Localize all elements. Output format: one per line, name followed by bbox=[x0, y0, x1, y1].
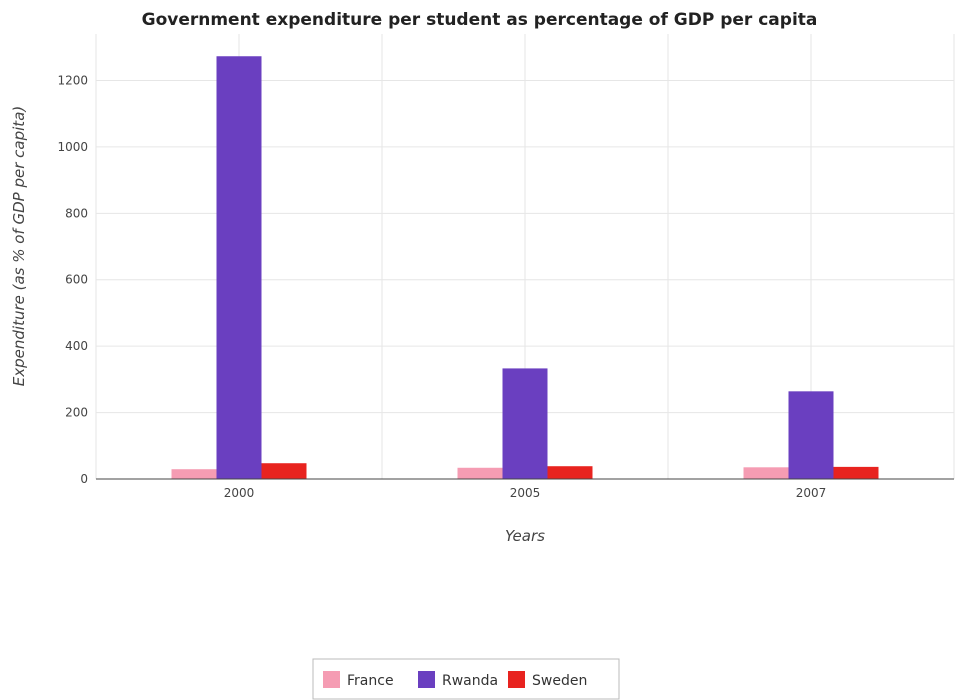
x-tick-label: 2005 bbox=[510, 486, 541, 500]
legend-label-france: France bbox=[347, 673, 394, 689]
x-axis-label: Years bbox=[505, 527, 545, 545]
bar-rwanda-2007 bbox=[788, 391, 834, 479]
legend-label-rwanda: Rwanda bbox=[442, 673, 498, 689]
legend-box bbox=[312, 658, 620, 700]
x-tick-label: 2007 bbox=[796, 486, 827, 500]
y-tick-label: 0 bbox=[80, 472, 88, 486]
bar-france-2005 bbox=[457, 467, 503, 479]
y-tick-label: 1200 bbox=[57, 73, 88, 87]
y-tick-label: 600 bbox=[65, 273, 88, 287]
bar-sweden-2005 bbox=[547, 466, 593, 479]
legend-label-sweden: Sweden bbox=[532, 673, 587, 689]
chart-title: Government expenditure per student as pe… bbox=[142, 10, 818, 30]
y-tick-label: 1000 bbox=[57, 140, 88, 154]
legend-swatch-sweden bbox=[508, 671, 525, 688]
y-tick-labels: 0 200 400 600 800 1000 1200 bbox=[57, 73, 88, 486]
bar-sweden-2007 bbox=[833, 466, 879, 479]
x-tick-label: 2000 bbox=[224, 486, 255, 500]
y-tick-label: 800 bbox=[65, 206, 88, 220]
bar-sweden-2000 bbox=[261, 463, 307, 479]
bar-france-2007 bbox=[743, 467, 789, 479]
y-axis-label: Expenditure (as % of GDP per capita) bbox=[10, 106, 28, 386]
legend-swatch-rwanda bbox=[418, 671, 435, 688]
bars bbox=[171, 56, 879, 479]
bar-rwanda-2005 bbox=[502, 368, 548, 479]
legend-swatch-france bbox=[323, 671, 340, 688]
y-tick-label: 400 bbox=[65, 339, 88, 353]
x-tick-labels: 2000 2005 2007 bbox=[224, 486, 827, 500]
legend: France Rwanda Sweden bbox=[312, 658, 620, 700]
y-tick-label: 200 bbox=[65, 406, 88, 420]
bar-rwanda-2000 bbox=[216, 56, 262, 479]
bar-france-2000 bbox=[171, 469, 217, 479]
